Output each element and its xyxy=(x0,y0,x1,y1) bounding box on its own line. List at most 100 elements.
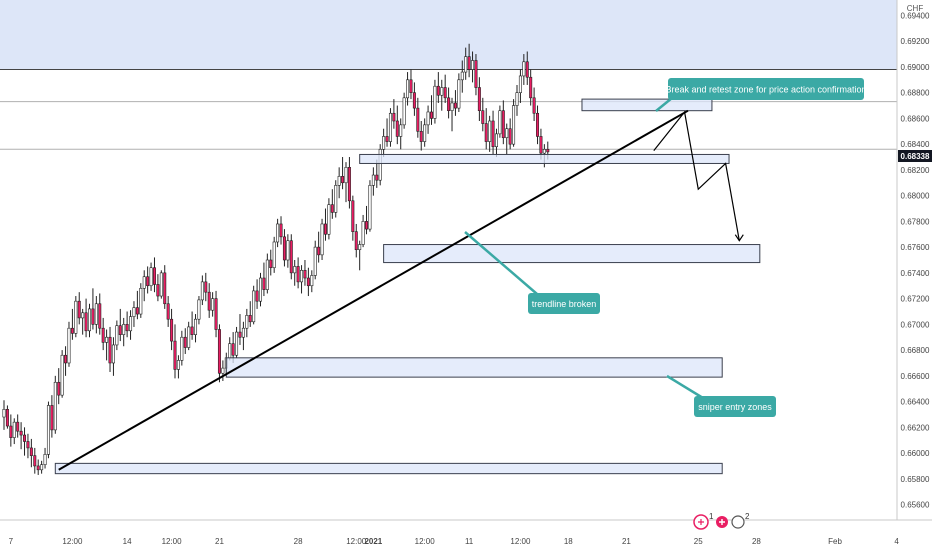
candle xyxy=(317,231,321,263)
price-tick-label: 0.67600 xyxy=(901,243,930,252)
price-tick-label: 0.68000 xyxy=(901,192,930,201)
candle xyxy=(12,418,16,445)
candle xyxy=(81,308,85,335)
candle-body xyxy=(40,464,44,471)
price-tick-label: 0.66600 xyxy=(901,372,930,381)
candle-body xyxy=(518,75,522,93)
alert-button[interactable]: 1 xyxy=(693,512,714,530)
candle-body xyxy=(118,325,122,335)
candle xyxy=(505,123,509,155)
candle-body xyxy=(276,223,280,243)
time-tick-label: 7 xyxy=(9,537,14,546)
candle-body xyxy=(443,87,447,99)
candle-body xyxy=(170,318,174,342)
candle xyxy=(183,328,187,354)
candle-body xyxy=(365,221,369,230)
candle-body xyxy=(67,327,71,364)
candle xyxy=(91,288,95,330)
candle-body xyxy=(474,60,478,88)
candle xyxy=(382,128,386,158)
candle xyxy=(518,69,522,103)
candle xyxy=(248,301,252,327)
price-tick-label: 0.67800 xyxy=(901,217,930,226)
candle-body xyxy=(129,316,133,332)
price-tick-label: 0.68800 xyxy=(901,89,930,98)
candle-body xyxy=(337,176,341,186)
candle-body xyxy=(245,315,249,329)
candle-body xyxy=(207,291,211,311)
price-axis[interactable]: CHF 0.69400 0.69200 0.69000 0.68800 0.68600 0… xyxy=(896,0,932,520)
time-tick-label: 12:00 xyxy=(510,537,531,546)
price-tick-label: 0.66000 xyxy=(901,449,930,458)
candle-body xyxy=(471,60,475,70)
current-price-tag: 0.68338 xyxy=(898,150,932,162)
candle-body xyxy=(262,277,266,290)
candle-body xyxy=(91,308,95,325)
candle xyxy=(40,460,44,474)
candle xyxy=(296,257,300,289)
candle xyxy=(194,314,198,343)
candle-body xyxy=(395,120,399,137)
candle-body xyxy=(385,136,389,142)
candle-body xyxy=(440,87,444,96)
candle xyxy=(512,99,516,147)
candle-body xyxy=(105,336,109,343)
candle-body xyxy=(477,87,481,111)
candle-body xyxy=(320,223,324,256)
candle xyxy=(412,82,416,116)
candle xyxy=(16,414,20,438)
candle-body xyxy=(176,360,180,370)
time-tick-label: 4 xyxy=(894,537,899,546)
candle xyxy=(361,214,365,248)
candle xyxy=(395,105,399,145)
candle-body xyxy=(36,465,40,471)
candle-body xyxy=(122,324,126,335)
candle xyxy=(498,105,502,138)
candle xyxy=(358,240,362,271)
candle-body xyxy=(433,85,437,119)
candle-body xyxy=(289,240,293,274)
candle xyxy=(111,337,115,376)
currency-label: CHF xyxy=(907,4,924,13)
candle-body xyxy=(467,56,471,70)
candle-body xyxy=(375,174,379,181)
candle-body xyxy=(529,76,533,99)
candle xyxy=(306,267,310,297)
candle xyxy=(108,326,112,372)
candle-body xyxy=(494,133,498,148)
candle xyxy=(450,97,454,132)
price-tick-label: 0.67200 xyxy=(901,295,930,304)
candle xyxy=(2,400,6,430)
candle xyxy=(70,308,74,340)
candle-body xyxy=(522,61,526,77)
candle xyxy=(200,275,204,306)
candle-body xyxy=(546,149,550,153)
candle-body xyxy=(423,124,427,142)
candle-body xyxy=(481,110,485,124)
candle xyxy=(235,326,239,358)
candle-body xyxy=(252,290,256,323)
candle-body xyxy=(265,259,269,290)
candle xyxy=(351,195,355,241)
candle xyxy=(337,167,341,199)
candle xyxy=(436,72,440,103)
candle-body xyxy=(368,185,372,230)
candle-body xyxy=(70,327,74,334)
candle-body xyxy=(313,246,317,276)
candle xyxy=(330,189,334,219)
candle-body xyxy=(115,325,119,346)
candle xyxy=(529,69,533,106)
candle xyxy=(399,118,403,150)
candle xyxy=(320,218,324,260)
candle-body xyxy=(77,300,81,319)
callout-trendline-broken-text: trendline broken xyxy=(532,299,597,309)
price-tick-label: 0.67000 xyxy=(901,320,930,329)
indicators-button[interactable]: 2 xyxy=(731,512,750,529)
candle xyxy=(214,290,218,338)
candle xyxy=(474,54,478,96)
candle-body xyxy=(43,454,47,465)
add-indicator-button[interactable] xyxy=(716,516,728,528)
alert-badge: 1 xyxy=(709,512,714,521)
